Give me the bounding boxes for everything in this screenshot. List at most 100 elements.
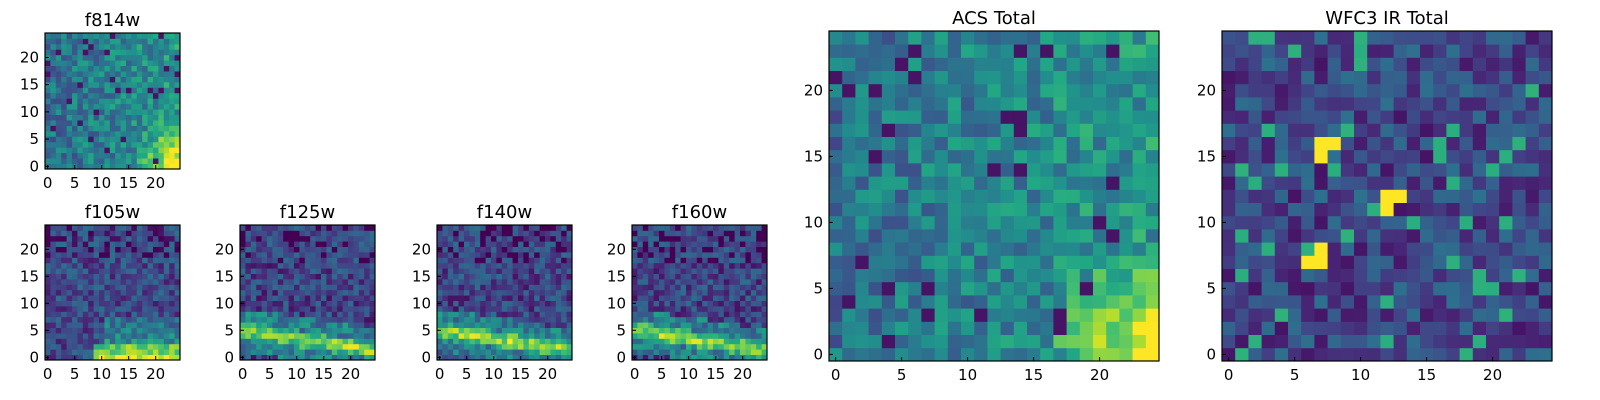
heatmap-cell [1420, 31, 1434, 45]
heatmap-cell [1093, 255, 1107, 269]
heatmap-cell [147, 92, 154, 99]
heatmap-cell [342, 295, 349, 301]
heatmap-cell [331, 343, 338, 350]
heatmap-cell [158, 273, 165, 280]
heatmap-cell [55, 338, 62, 345]
heatmap-cell [88, 103, 94, 110]
heatmap-cell [868, 149, 883, 164]
heatmap-cell [1119, 83, 1133, 98]
heatmap-cell [169, 43, 175, 50]
heatmap-cell [147, 87, 154, 94]
heatmap-cell [1145, 268, 1160, 283]
heatmap-cell [1459, 242, 1474, 256]
heatmap-cell [369, 327, 376, 334]
heatmap-cell [61, 338, 67, 345]
heatmap-cell [745, 252, 752, 258]
heatmap-cell [82, 136, 89, 143]
y-tick-label: 10 [1197, 213, 1216, 231]
heatmap-cell [1314, 281, 1328, 296]
heatmap-cell [99, 76, 105, 83]
heatmap-cell [348, 295, 354, 301]
heatmap-cell [142, 81, 148, 88]
heatmap-cell [453, 306, 459, 312]
heatmap-cell [1248, 163, 1262, 177]
heatmap-cell [713, 262, 719, 269]
heatmap-cell [131, 136, 138, 143]
heatmap-cell [664, 241, 671, 247]
heatmap-cell [561, 333, 567, 339]
heatmap-cell [545, 333, 551, 339]
heatmap-cell [131, 163, 138, 170]
heatmap-cell [88, 130, 94, 137]
heatmap-cell [136, 284, 143, 291]
heatmap-cell [1314, 321, 1328, 335]
heatmap-cell [855, 149, 869, 164]
heatmap-cell [534, 262, 540, 269]
heatmap-cell [77, 284, 84, 291]
heatmap-cell [1027, 44, 1041, 58]
heatmap-cell [337, 306, 343, 312]
heatmap-cell [61, 49, 67, 56]
heatmap-cell [947, 163, 962, 177]
heatmap-cell [142, 235, 148, 242]
heatmap-cell [104, 152, 111, 159]
heatmap-cell [288, 279, 295, 285]
heatmap-cell [240, 338, 246, 345]
heatmap-cell [126, 120, 132, 126]
heatmap-cell [561, 246, 567, 253]
heatmap-cell [740, 349, 746, 355]
heatmap-cell [126, 349, 132, 355]
heatmap-cell [61, 295, 67, 301]
heatmap-cell [120, 76, 127, 83]
heatmap-cell [342, 252, 349, 258]
heatmap-cell [240, 322, 246, 328]
heatmap-cell [61, 289, 67, 296]
heatmap-cells [829, 31, 1160, 362]
heatmap-cell [115, 279, 121, 285]
heatmap-cell [480, 338, 486, 345]
heatmap-cell [637, 241, 644, 247]
heatmap-cell [550, 284, 557, 291]
heatmap-cell [642, 300, 649, 307]
heatmap-cell [974, 295, 988, 309]
heatmap-cell [136, 333, 143, 339]
heatmap-cell [1327, 295, 1342, 309]
heatmap-cell [126, 230, 132, 237]
heatmap-cell [723, 235, 730, 242]
heatmap-cell [642, 284, 649, 291]
heatmap-cell [659, 333, 665, 339]
heatmap-cell [1538, 308, 1553, 322]
heatmap-cell [653, 284, 660, 291]
heatmap-cell [642, 230, 649, 237]
heatmap-cell [1093, 110, 1107, 124]
heatmap-cell [961, 242, 975, 256]
heatmap-cell [680, 268, 687, 274]
heatmap-cell [648, 241, 654, 247]
heatmap-cell [491, 257, 497, 264]
heatmap-cell [653, 327, 660, 334]
y-tick-label: 5 [421, 321, 431, 339]
heatmap-cell [534, 343, 540, 350]
heatmap-cell [686, 252, 692, 258]
heatmap-cell [256, 316, 262, 323]
heatmap-cell [729, 289, 735, 296]
heatmap-cell [131, 241, 138, 247]
heatmap-cell [315, 225, 322, 231]
heatmap-cell [131, 92, 138, 99]
heatmap-cell [72, 284, 78, 291]
heatmap-cell [1093, 70, 1107, 85]
heatmap-cell [142, 109, 148, 115]
heatmap-cell [987, 255, 1001, 269]
heatmap-cell [120, 54, 127, 61]
heatmap-cell [240, 316, 246, 323]
heatmap-cell [653, 289, 660, 296]
heatmap-cell [653, 230, 660, 237]
heatmap-cell [686, 241, 692, 247]
heatmap-cell [1525, 202, 1540, 217]
heatmap-cell [453, 235, 459, 242]
heatmap-cell [1261, 242, 1276, 256]
heatmap-cell [131, 38, 138, 45]
heatmap-cell [55, 60, 62, 67]
heatmap-cell [250, 252, 257, 258]
heatmap-cell [632, 268, 638, 274]
